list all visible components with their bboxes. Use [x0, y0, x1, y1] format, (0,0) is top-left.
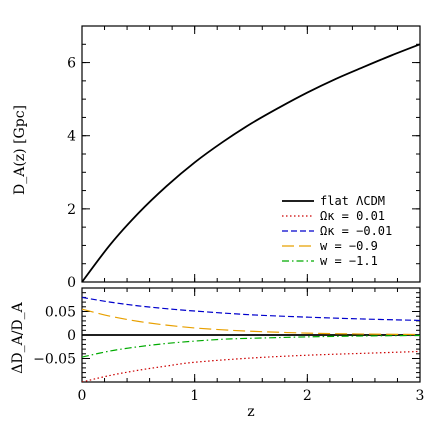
legend-label: Ωκ = 0.01 [320, 209, 385, 223]
x-axis-label: z [247, 404, 254, 420]
bottom-panel-series [82, 296, 420, 382]
y-tick-label: 6 [67, 56, 76, 72]
bottom-panel-ticks [81, 287, 421, 383]
legend-label: Ωκ = −0.01 [320, 224, 392, 238]
bottom-series-line-4 [82, 334, 420, 358]
x-tick-label: 1 [190, 388, 199, 404]
y-tick-label: −0.05 [33, 352, 76, 368]
top-panel-y-axis-label: D_A(z) [Gpc] [12, 105, 28, 195]
bottom-series-line-2 [82, 296, 420, 322]
bottom-panel-y-axis-label: ΔD_A/D_A [10, 301, 26, 373]
top-panel-y-tick-labels: 0 2 4 6 [67, 56, 76, 291]
legend-label: flat ΛCDM [320, 194, 385, 208]
bottom-series-line-1 [82, 350, 420, 382]
top-panel-ticks [81, 25, 421, 283]
y-tick-label: 0 [67, 275, 76, 291]
x-tick-label: 0 [78, 388, 87, 404]
legend-label: w = −1.1 [320, 254, 378, 268]
bottom-series-line-3 [82, 308, 420, 336]
x-tick-label: 2 [303, 388, 312, 404]
bottom-panel-y-tick-labels: 0.05 0 −0.05 [33, 305, 76, 368]
legend-label: w = −0.9 [320, 239, 378, 253]
y-tick-label: 4 [67, 129, 76, 145]
top-series-line-0 [81, 43, 421, 283]
x-tick-labels: 0 1 2 3 [78, 388, 425, 404]
y-tick-label: 2 [67, 202, 76, 218]
y-tick-label: 0 [67, 328, 76, 344]
y-tick-label: 0.05 [45, 305, 76, 321]
bottom-panel: 0.05 0 −0.05 0 1 2 3 ΔD_A/D_A z [10, 287, 425, 420]
top-panel-series [81, 43, 421, 283]
x-tick-label: 3 [416, 388, 425, 404]
